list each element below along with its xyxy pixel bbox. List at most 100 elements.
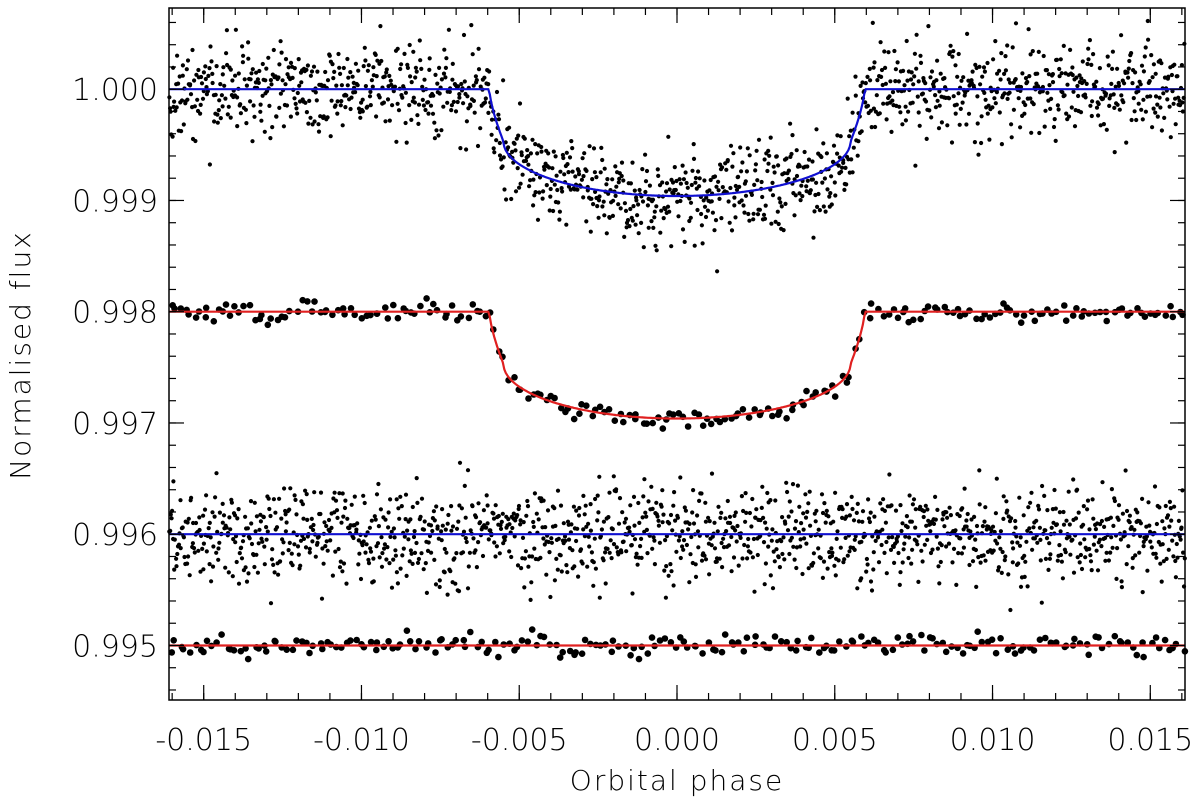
data-point [697,498,702,503]
data-point [339,520,344,525]
data-point [1062,317,1070,325]
data-point [204,493,209,498]
data-point [363,550,368,555]
data-point [512,534,517,539]
data-point [393,548,398,553]
data-point [1006,77,1011,82]
data-point [709,471,715,476]
data-point [559,648,566,656]
data-point [482,100,488,105]
data-point [602,166,607,171]
data-point [763,520,768,525]
data-point [409,117,414,122]
data-point [968,529,973,534]
data-point [244,83,249,88]
data-point [954,102,959,107]
data-point [673,518,678,523]
data-point [312,490,317,495]
data-point [782,171,787,176]
data-point [403,120,408,126]
data-point [240,44,245,49]
data-point [1003,54,1008,59]
data-point [903,118,909,123]
data-point [668,562,673,567]
data-point [456,589,462,594]
data-point [775,209,780,214]
data-point [1083,95,1088,100]
data-point [390,301,397,309]
data-point [866,497,871,502]
data-point [795,483,801,488]
data-point [240,60,245,65]
data-point [1180,100,1185,105]
data-point [360,97,365,102]
data-point [1133,553,1138,558]
data-point [278,559,283,564]
data-point [643,420,651,428]
data-point [838,134,843,139]
data-point [806,157,812,162]
data-point [1053,138,1058,143]
data-point [307,550,312,555]
data-point [1086,46,1091,51]
data-point [378,507,383,512]
data-point [878,40,883,45]
data-point [654,500,659,505]
data-point [402,534,407,539]
data-point [811,551,817,556]
data-point [1141,69,1146,74]
data-point [1072,124,1078,129]
data-point [419,496,425,501]
data-point [356,562,361,567]
data-point [608,538,613,543]
data-point [1063,550,1068,555]
data-point [593,566,599,571]
data-point [1025,79,1030,85]
data-point [190,47,195,53]
data-point [464,147,469,152]
data-point [168,649,176,656]
data-point [551,208,556,214]
data-point [836,163,841,168]
data-point [361,539,366,544]
data-point [316,534,321,539]
data-point [957,513,962,519]
data-point [910,100,915,105]
data-point [864,556,870,562]
data-point [609,556,614,561]
data-point [1116,83,1122,88]
data-point [492,638,499,646]
data-point [481,508,486,513]
data-point [776,163,781,168]
data-point [769,412,776,420]
data-point [742,210,747,215]
data-point [339,99,344,104]
data-point [387,118,392,123]
data-point [961,75,966,80]
data-point [1075,83,1080,89]
data-point [816,649,823,656]
data-point [778,200,783,205]
data-point [882,49,887,54]
data-point [879,542,884,548]
data-point [1034,518,1039,523]
data-point [1145,18,1150,24]
data-point [770,586,776,591]
data-point [656,518,661,523]
data-point [254,70,259,75]
data-point [242,77,247,82]
data-point [561,521,566,526]
data-point [1010,560,1015,565]
data-point [979,114,984,119]
data-point [776,555,781,560]
data-point [566,647,574,655]
data-point [606,515,611,520]
data-point [640,167,645,172]
data-point [354,527,359,532]
data-point [1078,541,1083,546]
data-point [269,82,274,87]
data-point [494,138,499,143]
data-point [1171,554,1176,559]
data-point [1153,551,1158,556]
data-point [782,557,787,562]
